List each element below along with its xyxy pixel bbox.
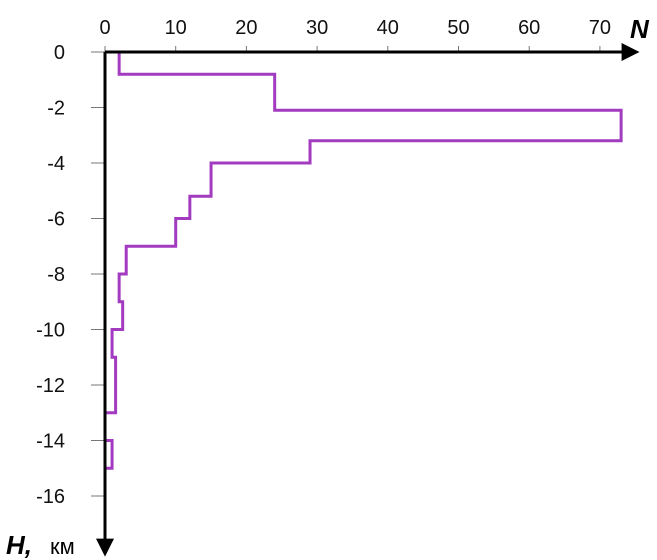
x-tick-label: 40 [377, 17, 399, 39]
tick-group: 0 10 20 30 40 50 60 70 0 -2 -4 -6 -8 -10 -12 -14 -16 [36, 17, 611, 508]
x-tick-label: 60 [518, 17, 540, 39]
x-tick-label: 70 [589, 17, 611, 39]
x-tick-label: 0 [99, 17, 110, 39]
y-tick-label: -16 [36, 486, 65, 508]
y-axis-title: H, [6, 530, 32, 560]
y-tick-label: -6 [47, 209, 65, 231]
x-tick-label: 20 [235, 17, 257, 39]
step-line [103, 52, 623, 510]
series-group [103, 52, 623, 510]
y-tick-label: 0 [54, 42, 65, 64]
x-tick-label: 50 [447, 17, 469, 39]
y-tick-label: -10 [36, 320, 65, 342]
y-axis-unit: км [50, 534, 75, 559]
x-tick-label: 30 [306, 17, 328, 39]
y-tick-label: -14 [36, 431, 65, 453]
y-tick-label: -12 [36, 375, 65, 397]
y-tick-label: -4 [47, 153, 65, 175]
y-tick-label: -2 [47, 98, 65, 120]
x-tick-label: 10 [165, 17, 187, 39]
x-axis-title: N [630, 14, 650, 44]
y-tick-label: -8 [47, 264, 65, 286]
